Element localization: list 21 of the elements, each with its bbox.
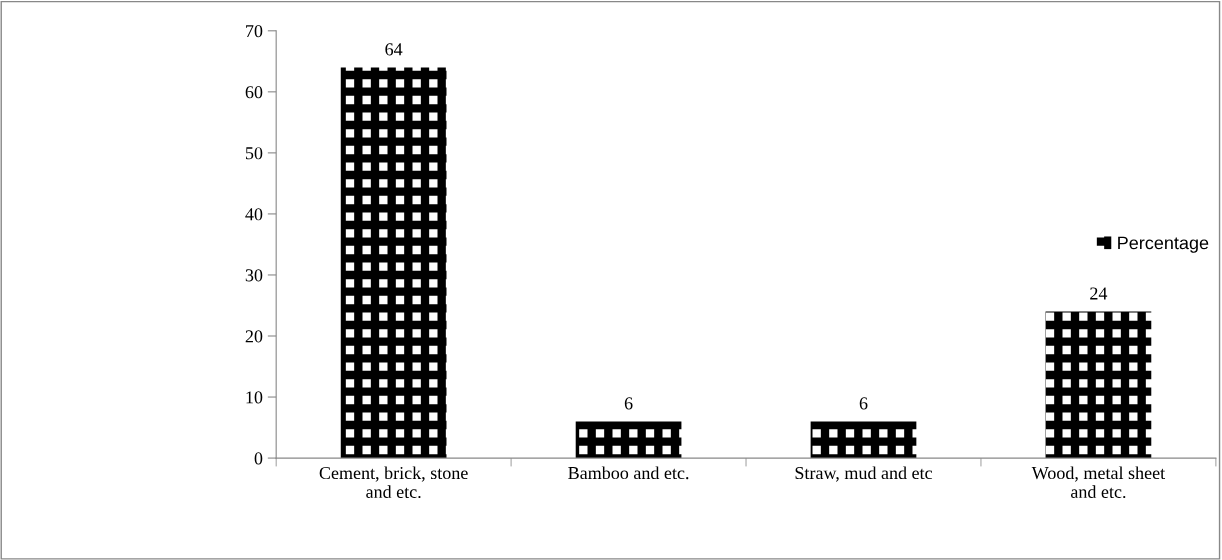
bar [1045,311,1152,459]
y-tick-label: 70 [246,25,263,38]
bar [575,421,682,459]
x-tick-label: Cement, brick, stone and etc. [319,466,468,499]
data-label: 6 [624,397,633,410]
y-tick-label: 20 [245,330,263,343]
bar [340,67,447,459]
x-tick-label: Bamboo and etc. [568,466,689,480]
y-tick-label: 10 [246,391,263,404]
bar [810,421,917,459]
data-label: 24 [1090,287,1108,300]
data-label: 6 [859,397,868,410]
x-tick-label: Straw, mud and etc [795,466,933,482]
y-tick-label: 40 [245,208,263,221]
x-tick-label: Wood, metal sheet and etc. [1031,466,1166,499]
y-tick-label: 60 [245,86,263,99]
data-label: 64 [385,43,403,56]
legend-label: Percentage [1118,236,1209,253]
y-tick-label: 0 [254,452,263,465]
y-tick-label: 50 [245,147,263,160]
y-tick-label: 30 [245,269,263,282]
